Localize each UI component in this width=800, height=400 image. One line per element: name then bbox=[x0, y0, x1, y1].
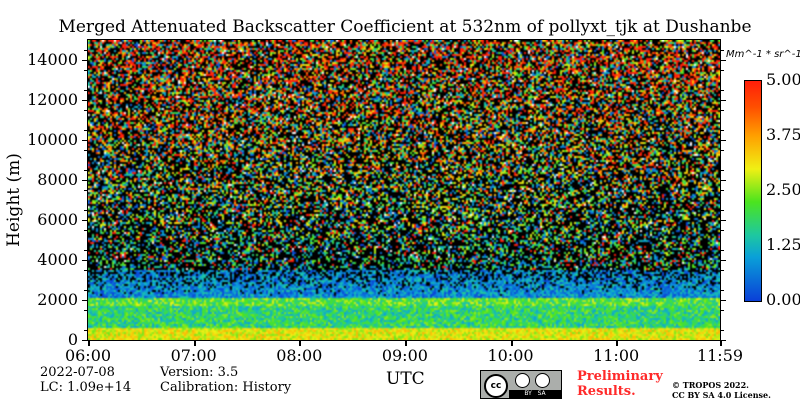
y-tick-label: 12000 bbox=[8, 90, 78, 109]
y-tick bbox=[720, 300, 726, 301]
colorbar-tick-label: 2.50 bbox=[766, 180, 800, 199]
y-tick bbox=[720, 60, 726, 61]
colorbar-tick-label: 0.00 bbox=[766, 290, 800, 309]
y-tick bbox=[82, 140, 88, 141]
y-minor-tick bbox=[84, 230, 88, 231]
calibration: Calibration: History bbox=[160, 380, 291, 395]
lidar-constant: LC: 1.09e+14 bbox=[40, 380, 131, 395]
y-minor-tick bbox=[720, 170, 724, 171]
y-minor-tick bbox=[720, 270, 724, 271]
y-tick bbox=[720, 220, 726, 221]
y-minor-tick bbox=[720, 290, 724, 291]
y-minor-tick bbox=[720, 230, 724, 231]
x-tick bbox=[720, 340, 722, 346]
y-minor-tick bbox=[720, 110, 724, 111]
colorbar-tick-label: 5.00 bbox=[766, 70, 800, 89]
copyright: © TROPOS 2022. bbox=[672, 380, 749, 390]
x-tick-label: 06:00 bbox=[58, 346, 118, 365]
plot-frame bbox=[87, 39, 721, 341]
y-tick-label: 10000 bbox=[8, 130, 78, 149]
y-tick bbox=[720, 140, 726, 141]
colorbar-unit: Mm^-1 * sr^-1 bbox=[726, 49, 800, 60]
version: Version: 3.5 bbox=[160, 365, 238, 380]
y-minor-tick bbox=[84, 70, 88, 71]
y-minor-tick bbox=[84, 190, 88, 191]
y-minor-tick bbox=[84, 270, 88, 271]
y-tick bbox=[82, 100, 88, 101]
y-minor-tick bbox=[720, 150, 724, 151]
y-minor-tick bbox=[84, 290, 88, 291]
license: CC BY SA 4.0 License. bbox=[672, 390, 771, 400]
x-tick-label: 09:00 bbox=[375, 346, 435, 365]
y-minor-tick bbox=[84, 310, 88, 311]
y-tick bbox=[82, 300, 88, 301]
y-minor-tick bbox=[720, 310, 724, 311]
x-axis-label: UTC bbox=[386, 369, 425, 389]
y-tick bbox=[82, 60, 88, 61]
date: 2022-07-08 bbox=[40, 365, 115, 380]
y-minor-tick bbox=[720, 130, 724, 131]
y-tick bbox=[82, 220, 88, 221]
colorbar bbox=[744, 80, 762, 302]
y-minor-tick bbox=[720, 210, 724, 211]
x-tick-label: 08:00 bbox=[269, 346, 329, 365]
y-minor-tick bbox=[720, 90, 724, 91]
cc-license-logo: cc BY SA bbox=[480, 370, 562, 399]
x-tick-label: 11:59 bbox=[690, 346, 750, 365]
y-minor-tick bbox=[84, 150, 88, 151]
x-tick bbox=[88, 340, 90, 346]
colorbar-tick-label: 3.75 bbox=[766, 125, 800, 144]
x-tick-label: 11:00 bbox=[586, 346, 646, 365]
y-tick bbox=[82, 180, 88, 181]
y-minor-tick bbox=[720, 50, 724, 51]
x-tick bbox=[511, 340, 513, 346]
y-minor-tick bbox=[84, 90, 88, 91]
colorbar-tick-label: 1.25 bbox=[766, 235, 800, 254]
y-tick-label: 2000 bbox=[8, 290, 78, 309]
y-minor-tick bbox=[84, 130, 88, 131]
y-minor-tick bbox=[84, 170, 88, 171]
y-minor-tick bbox=[84, 50, 88, 51]
y-tick-label: 14000 bbox=[8, 50, 78, 69]
y-minor-tick bbox=[720, 190, 724, 191]
y-minor-tick bbox=[84, 110, 88, 111]
y-minor-tick bbox=[84, 210, 88, 211]
x-tick bbox=[194, 340, 196, 346]
chart-title: Merged Attenuated Backscatter Coefficien… bbox=[0, 17, 800, 37]
y-tick bbox=[720, 180, 726, 181]
y-minor-tick bbox=[720, 250, 724, 251]
y-tick bbox=[720, 260, 726, 261]
y-minor-tick bbox=[84, 250, 88, 251]
y-axis-label: Height (m) bbox=[4, 150, 24, 250]
y-tick bbox=[82, 260, 88, 261]
x-tick-label: 10:00 bbox=[481, 346, 541, 365]
y-minor-tick bbox=[84, 330, 88, 331]
y-minor-tick bbox=[720, 70, 724, 71]
preliminary-results: Preliminary Results. bbox=[577, 369, 672, 399]
y-tick-label: 4000 bbox=[8, 250, 78, 269]
x-tick bbox=[405, 340, 407, 346]
x-tick-label: 07:00 bbox=[164, 346, 224, 365]
x-tick bbox=[616, 340, 618, 346]
x-tick bbox=[299, 340, 301, 346]
y-minor-tick bbox=[720, 330, 724, 331]
y-tick bbox=[720, 100, 726, 101]
